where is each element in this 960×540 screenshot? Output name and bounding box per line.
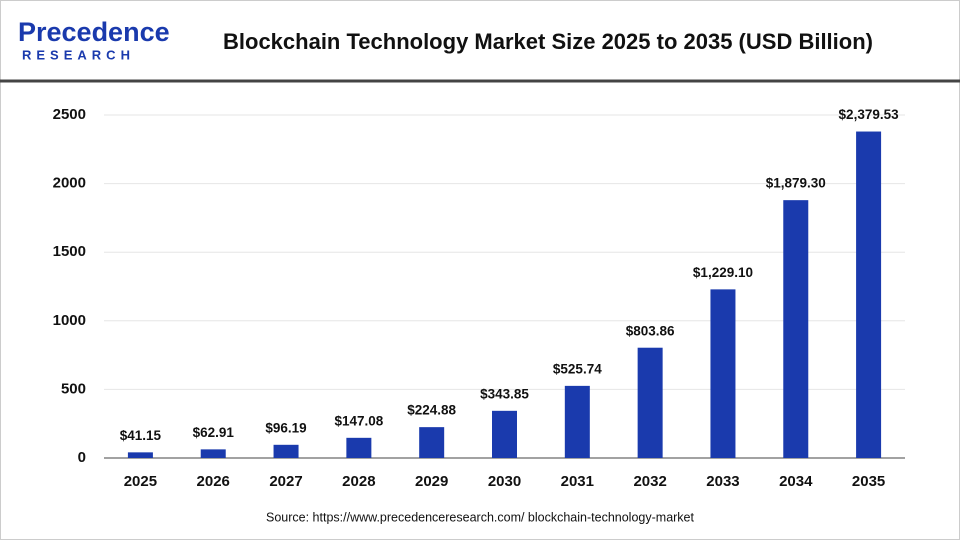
y-tick-label: 2000 bbox=[53, 175, 86, 192]
value-label: $2,379.53 bbox=[839, 107, 900, 122]
x-tick-label: 2032 bbox=[633, 473, 666, 490]
value-label: $96.19 bbox=[265, 420, 306, 435]
bar bbox=[273, 444, 299, 458]
value-label: $1,229.10 bbox=[693, 265, 753, 280]
value-label: $224.88 bbox=[407, 403, 456, 418]
value-label: $803.86 bbox=[626, 323, 675, 338]
x-tick-label: 2030 bbox=[488, 473, 521, 490]
x-tick-label: 2031 bbox=[561, 473, 594, 490]
source: Source: https://www.precedenceresearch.c… bbox=[266, 510, 695, 524]
bar bbox=[564, 385, 590, 458]
value-label: $1,879.30 bbox=[766, 176, 826, 191]
x-tick-label: 2035 bbox=[852, 473, 885, 490]
x-tick-label: 2029 bbox=[415, 473, 448, 490]
value-label: $62.91 bbox=[193, 425, 235, 440]
y-tick-label: 1000 bbox=[53, 312, 86, 329]
bar bbox=[127, 452, 153, 458]
x-tick-label: 2026 bbox=[197, 473, 230, 490]
bar bbox=[346, 437, 372, 458]
bar bbox=[200, 449, 226, 458]
bar bbox=[419, 427, 445, 458]
x-tick-label: 2027 bbox=[269, 473, 302, 490]
y-tick-label: 0 bbox=[78, 449, 86, 466]
x-tick-label: 2028 bbox=[342, 473, 375, 490]
bar bbox=[492, 410, 517, 458]
value-label: $147.08 bbox=[334, 413, 383, 428]
value-label: $525.74 bbox=[553, 361, 602, 376]
brand-name: Precedence bbox=[18, 17, 170, 47]
value-label: $41.15 bbox=[120, 428, 162, 443]
y-tick-label: 1500 bbox=[53, 243, 86, 260]
y-tick-label: 2500 bbox=[53, 106, 86, 123]
x-tick-label: 2033 bbox=[706, 473, 739, 490]
brand-tagline: RESEARCH bbox=[22, 47, 135, 62]
chart-title: Blockchain Technology Market Size 2025 t… bbox=[223, 29, 873, 54]
bar bbox=[637, 347, 663, 458]
bar bbox=[856, 131, 882, 458]
x-tick-label: 2034 bbox=[779, 473, 813, 490]
y-tick-label: 500 bbox=[61, 380, 86, 397]
bar bbox=[783, 200, 809, 458]
bar bbox=[710, 289, 736, 458]
value-label: $343.85 bbox=[480, 386, 529, 401]
x-tick-label: 2025 bbox=[124, 473, 157, 490]
